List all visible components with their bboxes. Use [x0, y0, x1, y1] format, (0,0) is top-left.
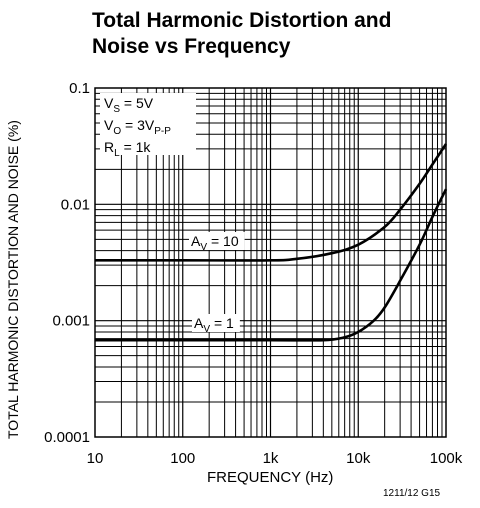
- condition-2: RL = 1k: [104, 139, 151, 159]
- y-tick-label: 0.001: [52, 313, 90, 330]
- y-axis-label: TOTAL HARMONIC DISTORTION AND NOISE (%): [5, 120, 21, 439]
- condition-sub: S: [113, 104, 120, 115]
- x-tick-label: 10: [87, 450, 104, 467]
- series-label-av10-sub: V: [200, 242, 207, 253]
- series-label-av1: AV = 1: [194, 315, 234, 335]
- x-tick-label: 100k: [430, 450, 463, 467]
- series-line-1: [95, 188, 448, 342]
- plot-border: [94, 87, 447, 438]
- grid-lines: [95, 88, 446, 437]
- chart-title-line-1: Total Harmonic Distortion and: [92, 9, 392, 32]
- condition-1: VO = 3VP-P: [104, 117, 171, 137]
- series-curves: [95, 143, 448, 342]
- x-tick-label: 10k: [346, 450, 371, 467]
- x-axis-label: FREQUENCY (Hz): [207, 469, 334, 486]
- chart-title-line-2: Noise vs Frequency: [92, 35, 291, 58]
- series-label-av10: AV = 10: [191, 233, 239, 253]
- condition-sub: O: [113, 126, 121, 137]
- condition-main: V: [104, 95, 114, 111]
- series-label-av1-bg: [192, 314, 240, 332]
- y-tick-label: 0.0001: [44, 429, 90, 446]
- series-line-0: [95, 143, 448, 262]
- x-tick-label: 100: [170, 450, 195, 467]
- x-tick-label: 1k: [263, 450, 279, 467]
- condition-rest: = 3V: [121, 117, 155, 133]
- plot-frame: [94, 87, 447, 438]
- chart-title: Total Harmonic Distortion and Noise vs F…: [92, 8, 391, 60]
- series-label-av1-rest: = 1: [210, 315, 234, 331]
- condition-sub: L: [114, 148, 120, 159]
- reference-code: 1211/12 G15: [383, 488, 441, 499]
- condition-sub2: P-P: [154, 126, 171, 137]
- condition-rest: = 5V: [120, 95, 154, 111]
- series-label-av10-main: A: [191, 233, 201, 249]
- condition-0: VS = 5V: [104, 95, 154, 115]
- condition-main: R: [104, 139, 114, 155]
- y-tick-label: 0.1: [69, 80, 90, 97]
- tick-labels: 10 100 1k 10k 100k 0.1 0.01 0.001 0.0001: [44, 80, 463, 467]
- conditions-box: [100, 93, 196, 155]
- series-label-av10-bg: [189, 232, 245, 250]
- y-tick-label: 0.01: [61, 196, 90, 213]
- condition-main: V: [104, 117, 114, 133]
- series-label-av1-main: A: [194, 315, 204, 331]
- series-label-av1-sub: V: [203, 324, 210, 335]
- series-label-av10-rest: = 10: [207, 233, 239, 249]
- condition-rest: = 1k: [120, 139, 152, 155]
